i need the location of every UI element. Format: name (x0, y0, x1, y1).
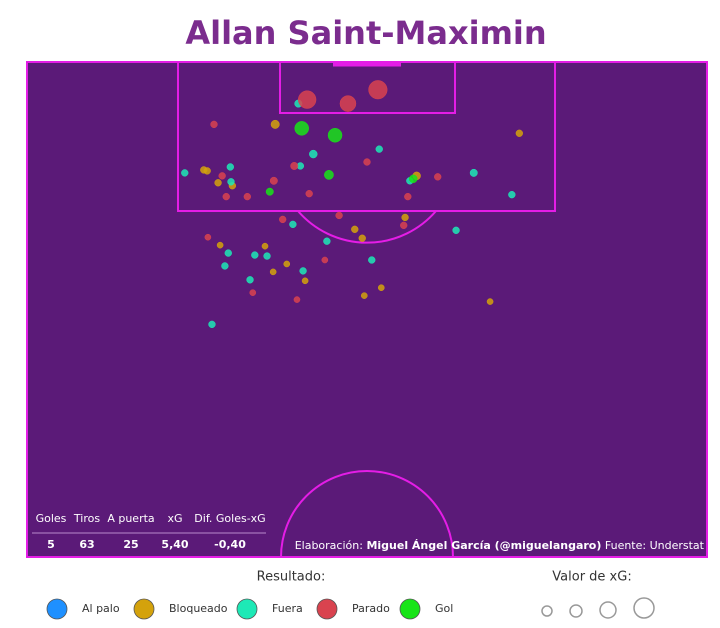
pitch (26, 61, 708, 558)
shot (515, 129, 523, 137)
shot (261, 242, 269, 250)
summary-header: Tiros (73, 512, 100, 525)
shot (298, 90, 317, 109)
summary-value: -0,40 (214, 538, 246, 551)
shot (360, 292, 368, 299)
legend-label: Gol (435, 602, 453, 615)
shot (270, 119, 280, 129)
shot (368, 80, 388, 100)
shot (335, 211, 343, 220)
credit-source: Fuente: Understat (605, 539, 705, 552)
summary-header: A puerta (107, 512, 154, 525)
shot (368, 256, 376, 264)
summary-header: xG (167, 512, 182, 525)
shot (486, 298, 494, 305)
shot (327, 128, 343, 143)
summary-value: 5 (47, 538, 55, 551)
chart-title: Allan Saint-Maximin (185, 14, 546, 52)
shot (321, 256, 329, 264)
legend-swatch (316, 598, 338, 620)
summary-value: 63 (79, 538, 94, 551)
legend-swatch (46, 598, 68, 620)
shot (283, 260, 291, 268)
shot (204, 233, 212, 241)
shot (363, 158, 371, 166)
shot (323, 237, 331, 245)
shot (289, 220, 297, 229)
legend-swatch (399, 598, 421, 620)
shot (279, 215, 287, 224)
shot (208, 320, 216, 329)
shot (249, 289, 257, 296)
shot (434, 173, 442, 181)
shot (305, 190, 313, 198)
shot (400, 221, 408, 230)
shot (243, 192, 251, 201)
shot (214, 179, 222, 187)
legend-label: Fuera (272, 602, 303, 615)
shot (409, 174, 418, 184)
shot (290, 162, 299, 170)
shot (401, 213, 409, 222)
credit-author: Miguel Ángel García (@miguelangaro) (366, 539, 601, 552)
shot (251, 251, 259, 259)
shot (351, 225, 359, 233)
shot (469, 168, 478, 177)
summary-value: 5,40 (161, 538, 188, 551)
legend-swatch (236, 598, 258, 620)
summary-value: 25 (123, 538, 138, 551)
shot (358, 234, 366, 242)
shot (375, 145, 383, 153)
shot (200, 166, 208, 174)
shot (404, 192, 412, 201)
shot (221, 262, 229, 270)
credit: Elaboración: Miguel Ángel García (@migue… (295, 539, 705, 552)
shot (224, 249, 232, 257)
legend-label: Parado (352, 602, 390, 615)
shot (269, 268, 277, 276)
shot (339, 95, 357, 112)
shot (181, 169, 189, 177)
shot (301, 277, 309, 285)
shot (246, 276, 254, 284)
shot (269, 176, 278, 185)
size-legend (541, 597, 655, 619)
shot (309, 149, 318, 159)
shot (324, 169, 334, 180)
shot (294, 121, 309, 136)
shot (263, 252, 271, 260)
credit-prefix: Elaboración: (295, 539, 363, 552)
shot (299, 267, 307, 275)
shot (293, 296, 301, 303)
shot (377, 284, 385, 292)
shot (227, 178, 235, 186)
shot (210, 120, 218, 129)
shot (216, 241, 224, 249)
summary-header: Goles (36, 512, 67, 525)
legend-title: Resultado: (257, 570, 326, 585)
legend-label: Al palo (82, 602, 120, 615)
shot (218, 172, 226, 180)
legend-swatch (133, 598, 155, 620)
shot (452, 226, 460, 234)
shot (508, 191, 516, 199)
shot (222, 192, 230, 201)
legend-label: Bloqueado (169, 602, 228, 615)
size-legend-title: Valor de xG: (552, 570, 631, 585)
shot (265, 187, 274, 196)
summary-header: Dif. Goles-xG (194, 512, 265, 525)
shot (226, 163, 234, 171)
